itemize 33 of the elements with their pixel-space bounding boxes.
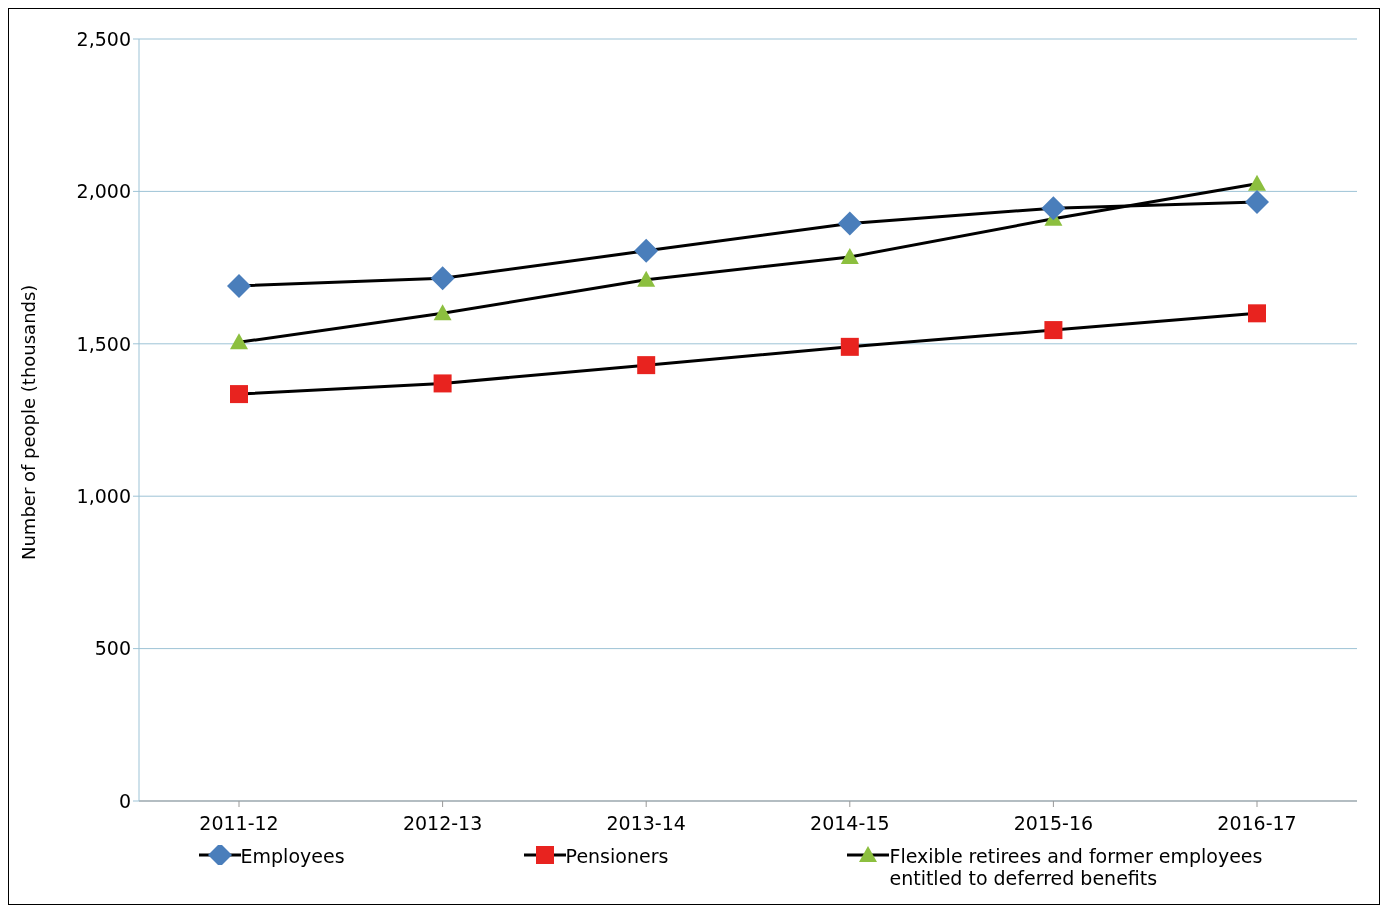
x-tick-label: 2011-12: [199, 812, 279, 835]
point: [430, 266, 455, 291]
legend-label: Flexible retirees and former employees entitled to deferred benefits: [889, 845, 1264, 889]
point: [637, 270, 656, 287]
y-tick-label: 2,500: [76, 27, 131, 50]
x-tick-label: 2015-16: [1013, 812, 1094, 835]
point: [1044, 321, 1063, 340]
point: [433, 304, 452, 321]
point: [433, 374, 452, 393]
point: [840, 247, 859, 264]
point: [840, 337, 859, 356]
y-axis-title: Number of people (thousands): [18, 284, 40, 560]
point: [1248, 174, 1266, 191]
legend-label: Pensioners: [565, 845, 669, 867]
y-tick-label: 2,000: [76, 180, 131, 203]
point: [637, 356, 656, 375]
point: [230, 333, 248, 350]
point: [230, 385, 248, 404]
point: [837, 211, 862, 236]
x-tick-label: 2014-15: [810, 812, 890, 835]
x-tick-label: 2012-13: [402, 812, 483, 835]
y-tick-label: 0: [118, 789, 131, 812]
point: [634, 238, 659, 263]
y-tick-label: 1,500: [76, 332, 131, 355]
x-tick-label: 2013-14: [606, 812, 686, 835]
legend-label: Employees: [240, 845, 345, 867]
point: [1248, 304, 1266, 323]
point: [227, 273, 251, 298]
point: [1041, 196, 1066, 221]
x-tick-label: 2016-17: [1217, 812, 1297, 835]
y-tick-label: 500: [94, 637, 131, 660]
point: [1245, 190, 1269, 215]
y-tick-label: 1,000: [76, 484, 131, 507]
